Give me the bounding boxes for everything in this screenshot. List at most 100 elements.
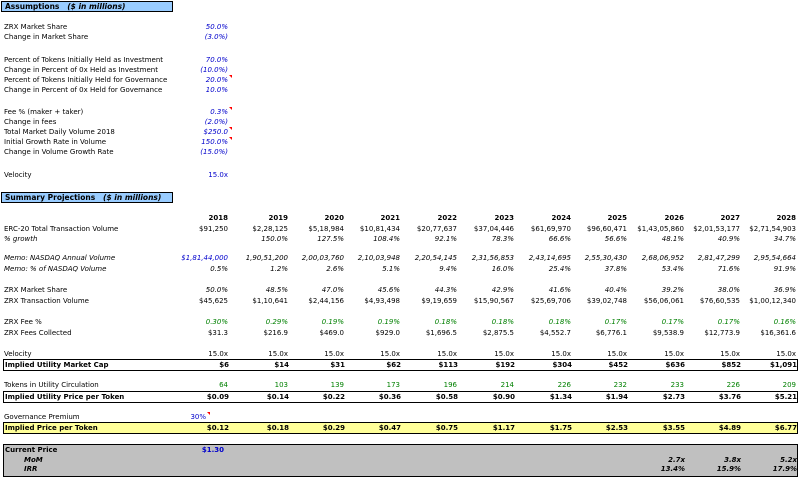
value-cell[interactable]: $56,06,061 — [643, 297, 684, 305]
value-cell[interactable]: 139 — [330, 381, 344, 389]
value-cell[interactable]: 0.17% — [604, 318, 627, 326]
value-cell[interactable]: $39,02,748 — [586, 297, 627, 305]
value-cell[interactable]: $15,90,567 — [473, 297, 514, 305]
value-cell[interactable]: $1.75 — [549, 424, 572, 432]
value-cell[interactable]: 25.4% — [548, 265, 571, 273]
value-cell[interactable]: 15.0x — [208, 350, 228, 358]
value-cell[interactable]: 103 — [274, 381, 288, 389]
value-cell[interactable]: 2,68,06,952 — [641, 254, 684, 262]
value-cell[interactable]: 173 — [386, 381, 400, 389]
value-cell[interactable]: 2,00,03,760 — [301, 254, 344, 262]
value-cell[interactable]: $9,538.9 — [652, 329, 684, 337]
value-cell[interactable]: 0.18% — [491, 318, 514, 326]
assumption-value[interactable]: 15.0x — [208, 171, 228, 179]
value-cell[interactable]: $2,28,125 — [252, 225, 288, 233]
value-cell[interactable]: 64 — [219, 381, 228, 389]
value-cell[interactable]: 53.4% — [661, 265, 684, 273]
value-cell[interactable]: 15.0x — [551, 350, 571, 358]
value-cell[interactable]: $0.18 — [266, 424, 289, 432]
value-cell[interactable]: 226 — [726, 381, 740, 389]
year-header[interactable]: 2024 — [551, 214, 571, 222]
value-cell[interactable]: $636 — [665, 361, 685, 369]
value-cell[interactable]: 108.4% — [373, 235, 400, 243]
value-cell[interactable]: $25,69,706 — [530, 297, 571, 305]
value-cell[interactable]: 0.18% — [434, 318, 457, 326]
irr-value[interactable]: 17.9% — [772, 465, 797, 473]
value-cell[interactable]: $469.0 — [319, 329, 345, 337]
irr-value[interactable]: 13.4% — [660, 465, 685, 473]
value-cell[interactable]: $62 — [386, 361, 401, 369]
value-cell[interactable]: 15.0x — [720, 350, 740, 358]
year-header[interactable]: 2021 — [380, 214, 400, 222]
value-cell[interactable]: $2.73 — [662, 393, 685, 401]
value-cell[interactable]: 39.2% — [661, 286, 684, 294]
value-cell[interactable]: 1.2% — [270, 265, 288, 273]
value-cell[interactable]: 0.19% — [377, 318, 400, 326]
mom-value[interactable]: 3.8x — [724, 456, 741, 464]
irr-value[interactable]: 15.9% — [716, 465, 741, 473]
value-cell[interactable]: $4,552.7 — [539, 329, 571, 337]
year-header[interactable]: 2023 — [494, 214, 514, 222]
value-cell[interactable]: 2,55,30,430 — [584, 254, 627, 262]
mom-value[interactable]: 5.2x — [780, 456, 797, 464]
value-cell[interactable]: $14 — [274, 361, 289, 369]
value-cell[interactable]: $10,81,434 — [359, 225, 400, 233]
year-header[interactable]: 2020 — [324, 214, 344, 222]
assumption-value[interactable]: $250.0 — [203, 128, 229, 136]
value-cell[interactable]: $4,93,498 — [364, 297, 400, 305]
value-cell[interactable]: $852 — [721, 361, 741, 369]
assumption-value[interactable]: 0.3% — [210, 108, 228, 116]
value-cell[interactable]: 0.18% — [548, 318, 571, 326]
value-cell[interactable]: $0.36 — [378, 393, 401, 401]
value-cell[interactable]: 50.0% — [205, 286, 228, 294]
value-cell[interactable]: $0.22 — [322, 393, 345, 401]
current-price-value[interactable]: $1.30 — [201, 446, 224, 454]
value-cell[interactable]: 214 — [500, 381, 514, 389]
value-cell[interactable]: 78.3% — [491, 235, 514, 243]
value-cell[interactable]: 66.6% — [548, 235, 571, 243]
value-cell[interactable]: 2,20,54,145 — [414, 254, 457, 262]
value-cell[interactable]: 71.6% — [717, 265, 740, 273]
value-cell[interactable]: $3.76 — [718, 393, 741, 401]
value-cell[interactable]: $192 — [495, 361, 515, 369]
value-cell[interactable]: $1,091 — [769, 361, 797, 369]
value-cell[interactable]: 15.0x — [664, 350, 684, 358]
value-cell[interactable]: $61,69,970 — [530, 225, 571, 233]
value-cell[interactable]: $31 — [330, 361, 345, 369]
value-cell[interactable]: $9,19,659 — [421, 297, 457, 305]
value-cell[interactable]: 56.6% — [604, 235, 627, 243]
value-cell[interactable]: 47.0% — [321, 286, 344, 294]
value-cell[interactable]: $1,10,641 — [252, 297, 288, 305]
value-cell[interactable]: 15.0x — [437, 350, 457, 358]
value-cell[interactable]: $76,60,535 — [699, 297, 740, 305]
value-cell[interactable]: $31.3 — [207, 329, 228, 337]
value-cell[interactable]: 48.1% — [661, 235, 684, 243]
assumption-value[interactable]: (3.0%) — [204, 33, 228, 41]
year-header[interactable]: 2026 — [664, 214, 684, 222]
value-cell[interactable]: $0.14 — [266, 393, 289, 401]
value-cell[interactable]: 16.0% — [491, 265, 514, 273]
value-cell[interactable]: 40.9% — [717, 235, 740, 243]
value-cell[interactable]: $4.89 — [718, 424, 741, 432]
value-cell[interactable]: 15.0x — [607, 350, 627, 358]
assumption-value[interactable]: 10.0% — [205, 86, 228, 94]
value-cell[interactable]: 15.0x — [380, 350, 400, 358]
value-cell[interactable]: $929.0 — [375, 329, 401, 337]
value-cell[interactable]: $216.9 — [263, 329, 289, 337]
value-cell[interactable]: 2.6% — [326, 265, 344, 273]
value-cell[interactable]: $113 — [438, 361, 458, 369]
value-cell[interactable]: 91.9% — [773, 265, 796, 273]
value-cell[interactable]: $3.55 — [662, 424, 685, 432]
value-cell[interactable]: $6,776.1 — [595, 329, 627, 337]
value-cell[interactable]: $0.90 — [492, 393, 515, 401]
value-cell[interactable]: $1,81,44,000 — [181, 254, 228, 262]
assumption-value[interactable]: 50.0% — [205, 23, 228, 31]
value-cell[interactable]: $6.77 — [774, 424, 797, 432]
year-header[interactable]: 2019 — [268, 214, 288, 222]
value-cell[interactable]: $0.47 — [378, 424, 401, 432]
value-cell[interactable]: $0.29 — [322, 424, 345, 432]
value-cell[interactable]: 44.3% — [434, 286, 457, 294]
value-cell[interactable]: $2.53 — [605, 424, 628, 432]
value-cell[interactable]: 15.0x — [776, 350, 796, 358]
value-cell[interactable]: 196 — [443, 381, 457, 389]
